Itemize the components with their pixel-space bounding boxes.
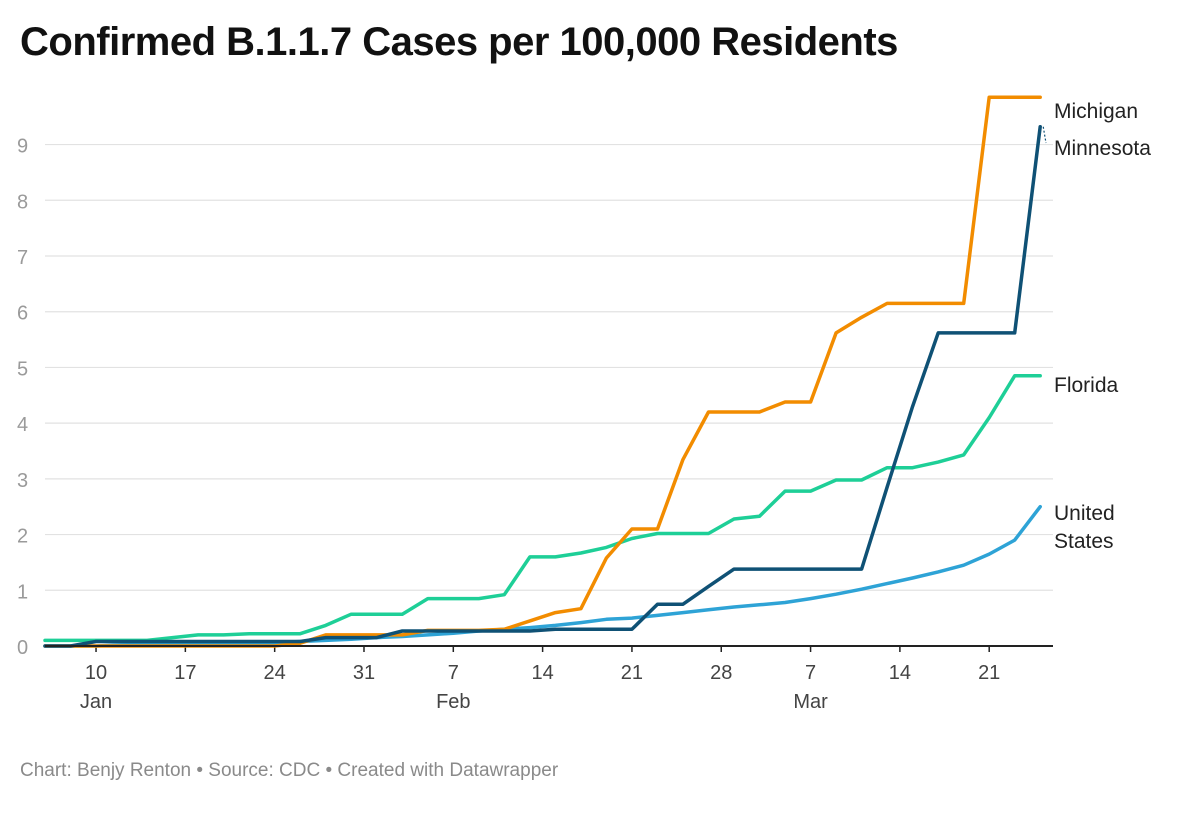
series-line-florida bbox=[43, 374, 1042, 643]
x-tick-label: 24 bbox=[264, 662, 286, 684]
series-label-united-states: United bbox=[1054, 502, 1115, 525]
y-tick-label: 3 bbox=[17, 470, 28, 492]
y-tick-label: 7 bbox=[17, 247, 28, 269]
y-tick-label: 9 bbox=[17, 136, 28, 158]
y-tick-label: 6 bbox=[17, 303, 28, 325]
y-tick-label: 8 bbox=[17, 191, 28, 213]
y-tick-label: 1 bbox=[17, 581, 28, 603]
y-tick-label: 0 bbox=[17, 637, 28, 659]
series-line-michigan bbox=[43, 95, 1042, 648]
label-leader-line bbox=[1042, 126, 1047, 144]
y-tick-label: 4 bbox=[17, 414, 28, 436]
x-month-label: Feb bbox=[436, 691, 470, 713]
chart-footer: Chart: Benjy Renton • Source: CDC • Crea… bbox=[20, 760, 559, 781]
x-axis-tick-labels: 10 Jan 17 24 31 7 Feb 14 21 28 7 Mar 14 21 bbox=[80, 646, 1000, 713]
series-label-michigan: Michigan bbox=[1054, 100, 1138, 123]
x-tick-label: 7 bbox=[805, 662, 816, 684]
series-lines bbox=[43, 95, 1042, 648]
series-line-minnesota bbox=[43, 124, 1042, 648]
x-tick-label: 31 bbox=[353, 662, 375, 684]
gridlines bbox=[45, 143, 1053, 591]
chart-title: Confirmed B.1.1.7 Cases per 100,000 Resi… bbox=[20, 20, 898, 64]
x-tick-label: 28 bbox=[710, 662, 732, 684]
y-tick-label: 2 bbox=[17, 526, 28, 548]
x-tick-label: 14 bbox=[889, 662, 911, 684]
x-tick-label: 17 bbox=[174, 662, 196, 684]
x-tick-label: 21 bbox=[621, 662, 643, 684]
series-label-florida: Florida bbox=[1054, 374, 1119, 397]
y-tick-label: 5 bbox=[17, 358, 28, 380]
series-label-minnesota: Minnesota bbox=[1054, 137, 1151, 160]
series-line-united-states bbox=[43, 504, 1042, 648]
x-tick-label: 10 bbox=[85, 662, 107, 684]
x-tick-label: 7 bbox=[448, 662, 459, 684]
x-tick-label: 21 bbox=[978, 662, 1000, 684]
series-labels: United States Florida Michigan Minnesota bbox=[1042, 100, 1151, 553]
x-month-label: Mar bbox=[793, 691, 828, 713]
x-tick-label: 14 bbox=[531, 662, 553, 684]
x-month-label: Jan bbox=[80, 691, 112, 713]
series-label-united-states: States bbox=[1054, 530, 1114, 553]
y-axis-tick-labels: 0 1 2 3 4 5 6 7 8 9 bbox=[17, 136, 28, 659]
